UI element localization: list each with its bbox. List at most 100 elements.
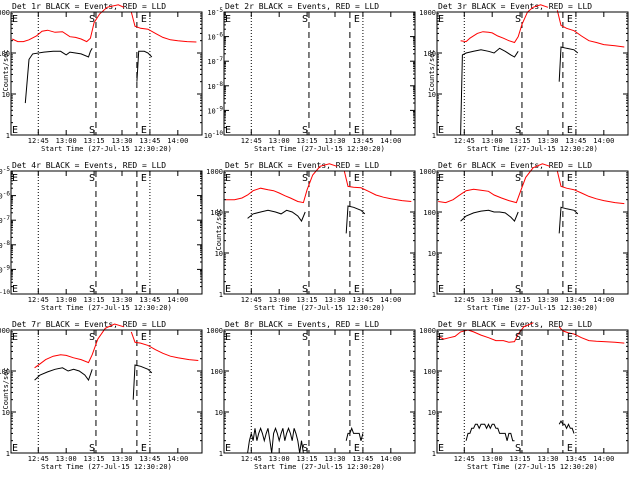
y-tick-label: 10 xyxy=(2,409,10,417)
marker-label: S xyxy=(515,14,521,25)
chart-title: Det 6r BLACK = Events, RED = LLD xyxy=(438,161,592,170)
y-tick-label: 10 xyxy=(2,91,10,99)
plot-frame xyxy=(436,170,629,295)
x-tick-label: 13:15 xyxy=(297,137,318,145)
chart-title: Det 7r BLACK = Events, RED = LLD xyxy=(12,320,166,329)
marker-label: S xyxy=(89,284,95,295)
y-tick-label: 10-7 xyxy=(0,215,10,225)
marker-label: S xyxy=(89,14,95,25)
x-tick-label: 12:45 xyxy=(241,296,262,304)
plot-frame xyxy=(223,11,416,136)
marker-label: E xyxy=(438,125,444,136)
events-series-segment-2 xyxy=(345,426,364,441)
y-tick-label: 10-7 xyxy=(207,56,223,66)
y-tick-label: 10 xyxy=(428,409,436,417)
x-axis-label: Start Time (27-Jul-15 12:30:20) xyxy=(41,463,172,471)
x-axis-label: Start Time (27-Jul-15 12:30:20) xyxy=(467,463,598,471)
x-tick-label: 14:00 xyxy=(593,296,614,304)
x-tick-label: 13:30 xyxy=(111,137,132,145)
chart-title: Det 5r BLACK = Events, RED = LLD xyxy=(225,161,379,170)
x-tick-label: 13:45 xyxy=(565,455,586,463)
y-tick-label: 1 xyxy=(432,450,436,458)
plot-frame xyxy=(436,329,629,454)
marker-label: E xyxy=(354,14,360,25)
y-tick-label: 100 xyxy=(0,50,10,58)
lld-series-segment-1 xyxy=(437,322,534,343)
chart-title: Det 8r BLACK = Events, RED = LLD xyxy=(225,320,379,329)
marker-label: E xyxy=(12,284,18,295)
x-tick-label: 13:30 xyxy=(324,137,345,145)
x-tick-label: 13:30 xyxy=(111,296,132,304)
y-axis-label: Counts/sec xyxy=(215,208,223,250)
marker-label: S xyxy=(302,284,308,295)
marker-label: E xyxy=(141,173,147,184)
x-axis-label: Start Time (27-Jul-15 12:30:20) xyxy=(467,304,598,312)
panel-det-4: Det 4r BLACK = Events, RED = LLD 10-10 10-… xyxy=(0,161,203,312)
x-axis-label: Start Time (27-Jul-15 12:30:20) xyxy=(41,145,172,153)
y-tick-label: 10-9 xyxy=(0,264,10,274)
x-tick-label: 12:45 xyxy=(454,137,475,145)
x-tick-label: 13:30 xyxy=(537,296,558,304)
marker-label: E xyxy=(225,125,231,136)
marker-label: E xyxy=(12,332,18,343)
y-tick-label: 100 xyxy=(423,209,436,217)
x-axis-label: Start Time (27-Jul-15 12:30:20) xyxy=(254,304,385,312)
x-tick-label: 13:15 xyxy=(297,296,318,304)
x-axis-label: Start Time (27-Jul-15 12:30:20) xyxy=(254,145,385,153)
events-series-segment-1 xyxy=(34,367,93,382)
y-tick-label: 1000 xyxy=(419,9,436,17)
y-tick-label: 100 xyxy=(0,368,10,376)
x-tick-label: 13:00 xyxy=(482,296,503,304)
marker-label: E xyxy=(354,284,360,295)
events-series-segment-2 xyxy=(558,420,575,434)
x-tick-label: 13:30 xyxy=(537,455,558,463)
y-tick-label: 10-6 xyxy=(0,191,10,201)
x-axis-label: Start Time (27-Jul-15 12:30:20) xyxy=(467,145,598,153)
x-tick-label: 13:00 xyxy=(269,137,290,145)
marker-label: E xyxy=(438,14,444,25)
x-tick-label: 12:45 xyxy=(454,455,475,463)
x-tick-label: 13:45 xyxy=(352,296,373,304)
x-tick-label: 12:45 xyxy=(241,137,262,145)
marker-label: S xyxy=(89,173,95,184)
y-tick-label: 10-8 xyxy=(0,240,10,250)
y-tick-label: 1 xyxy=(6,132,10,140)
x-tick-label: 14:00 xyxy=(380,137,401,145)
marker-label: E xyxy=(567,173,573,184)
y-tick-label: 1 xyxy=(6,450,10,458)
x-tick-label: 12:45 xyxy=(28,296,49,304)
chart-title: Det 1r BLACK = Events, RED = LLD xyxy=(12,2,166,11)
panel-det-7: Det 7r BLACK = Events, RED = LLD Counts/s… xyxy=(0,320,203,471)
marker-label: E xyxy=(12,443,18,454)
events-series-segment-2 xyxy=(136,50,153,82)
y-tick-label: 1 xyxy=(219,291,223,299)
x-tick-label: 13:00 xyxy=(56,455,77,463)
y-tick-label: 10-10 xyxy=(0,289,10,299)
y-tick-label: 100 xyxy=(423,50,436,58)
events-series-segment-1 xyxy=(465,423,515,442)
marker-label: E xyxy=(354,443,360,454)
y-tick-label: 10 xyxy=(215,409,223,417)
marker-label: S xyxy=(515,284,521,295)
plot-frame xyxy=(223,329,416,454)
marker-label: S xyxy=(515,125,521,136)
y-tick-label: 10 xyxy=(428,91,436,99)
marker-label: E xyxy=(225,14,231,25)
y-tick-label: 100 xyxy=(210,209,223,217)
x-tick-label: 13:00 xyxy=(269,296,290,304)
y-tick-label: 1 xyxy=(219,450,223,458)
x-tick-label: 12:45 xyxy=(241,455,262,463)
x-tick-label: 13:45 xyxy=(139,455,160,463)
x-tick-label: 14:00 xyxy=(593,455,614,463)
x-tick-label: 14:00 xyxy=(167,296,188,304)
marker-label: E xyxy=(567,284,573,295)
marker-label: S xyxy=(89,443,95,454)
lld-series-segment-2 xyxy=(556,10,625,48)
y-tick-label: 1000 xyxy=(0,327,10,335)
y-tick-label: 10-9 xyxy=(207,105,223,115)
marker-label: S xyxy=(302,125,308,136)
panel-det-2: Det 2r BLACK = Events, RED = LLD 10-10 10-… xyxy=(204,2,416,153)
y-axis-label: Counts/sec xyxy=(428,49,436,91)
x-tick-label: 13:45 xyxy=(139,296,160,304)
x-tick-label: 13:15 xyxy=(84,455,105,463)
